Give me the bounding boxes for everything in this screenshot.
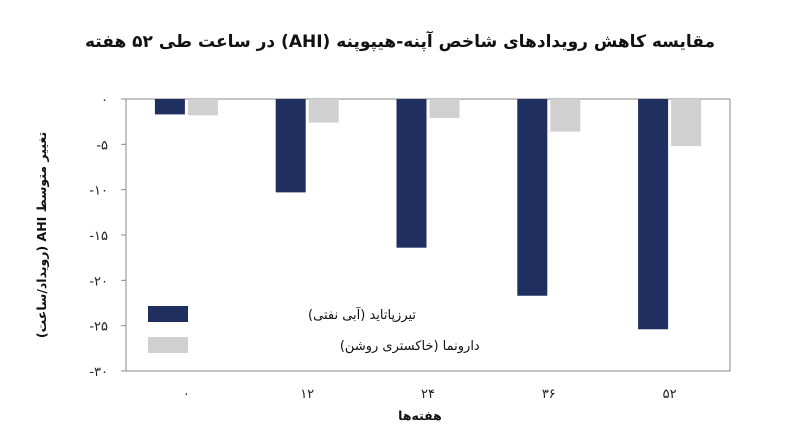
x-tick-label: ۲۴ — [421, 387, 435, 402]
bar — [671, 99, 702, 147]
y-tick-label: ۰ — [101, 93, 108, 108]
bar — [429, 99, 460, 119]
y-axis-ticks: ۰ -۵ -۱۰ -۱۵ -۲۰ -۲۵ -۳۰ — [89, 93, 126, 380]
x-tick-label: ۵۲ — [663, 387, 677, 402]
legend-label: تیرزپاتاید (آبی نفتی) — [308, 306, 416, 323]
bar — [638, 99, 669, 330]
legend-label: دارونما (خاکستری روشن) — [340, 339, 480, 354]
x-axis-label: هفته‌ها — [398, 408, 442, 423]
y-tick-label: -۱۰ — [89, 184, 108, 199]
y-tick-label: -۳۰ — [89, 365, 108, 380]
bar — [275, 99, 306, 193]
y-tick-label: -۲۵ — [89, 320, 108, 335]
bar — [550, 99, 581, 132]
y-axis-label: تغییر متوسط AHI (رویداد/ساعت) — [34, 132, 49, 338]
x-axis-ticks: ۰ ۱۲ ۲۴ ۳۶ ۵۲ — [183, 387, 677, 402]
bar — [396, 99, 427, 248]
y-tick-label: -۱۵ — [89, 229, 108, 244]
bar — [308, 99, 339, 123]
legend-swatch — [148, 337, 188, 353]
bar — [187, 99, 218, 116]
legend-swatch — [148, 306, 188, 322]
legend: تیرزپاتاید (آبی نفتی) دارونما (خاکستری رو… — [148, 306, 480, 354]
bar — [154, 99, 185, 115]
x-tick-label: ۳۶ — [542, 387, 556, 402]
x-tick-label: ۰ — [183, 387, 190, 402]
y-tick-label: -۵ — [96, 138, 108, 153]
x-tick-label: ۱۲ — [300, 387, 314, 402]
bar — [517, 99, 548, 296]
chart-title: مقایسه کاهش رویدادهای شاخص آپنه-هیپوپنه … — [84, 32, 716, 52]
y-tick-label: -۲۰ — [89, 274, 108, 289]
bars — [154, 99, 702, 330]
